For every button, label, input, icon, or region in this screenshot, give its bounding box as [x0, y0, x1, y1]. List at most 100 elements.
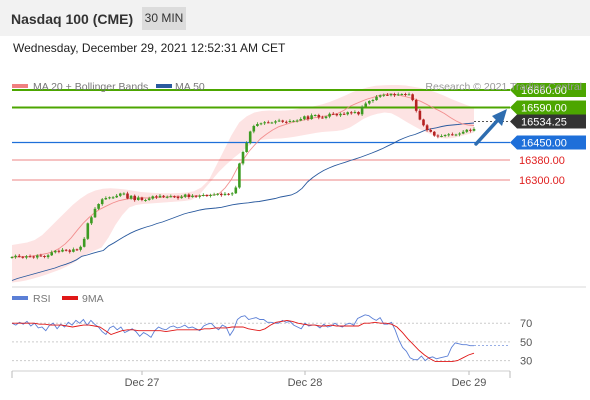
candle-body [306, 116, 310, 120]
candle-body [285, 121, 288, 123]
candle-body [75, 249, 79, 251]
level-label-1: 16590.00 [521, 103, 567, 115]
legend-9ma-label: 9MA [82, 293, 104, 305]
candle-body [248, 131, 252, 143]
candle-body [234, 187, 238, 194]
x-tick-label: Dec 28 [288, 377, 323, 389]
candle-body [299, 119, 302, 121]
candle-body [191, 195, 194, 198]
candle-body [198, 195, 201, 197]
candle-body [386, 94, 389, 96]
level-tag-0 [510, 83, 586, 97]
candle-body [458, 133, 461, 135]
candle-body [90, 217, 93, 224]
candle-body [180, 196, 183, 199]
candle-body [176, 196, 180, 199]
candle-body [295, 120, 299, 122]
candle-body [335, 114, 339, 116]
candle-body [433, 131, 436, 136]
candle-body [36, 255, 39, 258]
datetime-label: Wednesday, December 29, 2021 12:52:31 AM… [13, 41, 286, 55]
candle-body [144, 200, 147, 201]
candle-body [129, 195, 133, 199]
x-tick-label: Dec 29 [452, 377, 487, 389]
level-label-2: 16534.25 [521, 116, 567, 128]
candle-body [21, 256, 25, 258]
candle-body [461, 131, 465, 134]
candle-body [451, 134, 454, 136]
candle-body [324, 116, 328, 118]
timeframe-badge[interactable]: 30 MIN [142, 7, 186, 30]
candle-body [137, 197, 140, 200]
candle-body [61, 249, 64, 252]
instrument-title: Nasdaq 100 (CME) [11, 11, 134, 27]
candle-body [209, 195, 212, 196]
candle-body [378, 95, 382, 97]
candle-body [317, 115, 321, 118]
candle-body [32, 256, 35, 258]
candle-body [187, 194, 191, 197]
candle-body [364, 103, 367, 107]
candle-body [263, 122, 266, 124]
legend-ma20-swatch [12, 84, 28, 88]
candle-body [17, 255, 21, 257]
candle-body [270, 122, 274, 124]
candle-body [43, 256, 46, 257]
candle-body [122, 193, 126, 195]
rsi-tick-label: 50 [520, 337, 532, 349]
candle-body [353, 112, 357, 113]
level-label-0: 16660.00 [521, 85, 567, 97]
level-label-4: 16380.00 [519, 155, 565, 167]
level-tag-3 [510, 135, 586, 150]
candle-body [368, 101, 371, 104]
level-label-5: 16300.00 [519, 175, 565, 187]
candle-body [310, 115, 313, 120]
candle-body [68, 250, 72, 252]
candle-body [274, 121, 277, 123]
candle-body [375, 96, 378, 101]
candle-body [10, 257, 14, 258]
candle-body [126, 193, 129, 199]
legend-ma20-label: MA 20 + Bollinger Bands [33, 81, 148, 93]
candle-body [469, 129, 472, 131]
candle-body [108, 197, 111, 199]
bollinger-band [12, 85, 474, 283]
candle-body [393, 94, 396, 96]
candle-body [425, 125, 429, 131]
candle-body [436, 135, 440, 137]
candle-body [194, 195, 198, 197]
rsi-ma-line [12, 319, 475, 363]
candle-body [357, 112, 360, 115]
candle-body [93, 208, 97, 218]
candle-body [86, 223, 90, 239]
rsi-tick-label: 70 [520, 318, 532, 330]
candle-body [169, 196, 173, 198]
legend-9ma-swatch [62, 296, 78, 300]
candle-body [360, 106, 364, 115]
candle-body [28, 256, 32, 258]
candle-body [119, 193, 122, 196]
projection-arrow-head [492, 109, 507, 126]
candle-body [104, 198, 108, 200]
candle-body [202, 195, 205, 196]
candle-body [220, 193, 223, 196]
candle-body [223, 193, 227, 196]
candle-body [339, 113, 342, 116]
candle-body [82, 238, 86, 247]
candle-body [133, 195, 136, 201]
candle-body [57, 250, 61, 252]
candle-body [418, 110, 422, 120]
candle-body [328, 113, 331, 117]
candle-body [256, 124, 259, 126]
candle-body [371, 100, 375, 101]
candle-body [238, 163, 241, 188]
level-tag-1 [510, 100, 586, 115]
candle-body [288, 121, 292, 122]
candle-body [396, 94, 400, 96]
candle-body [230, 193, 234, 195]
candle-body [241, 152, 245, 164]
credit-label: Research © 2021 Trading Central [425, 81, 582, 93]
candle-body [400, 94, 404, 95]
candle-body [54, 250, 57, 253]
